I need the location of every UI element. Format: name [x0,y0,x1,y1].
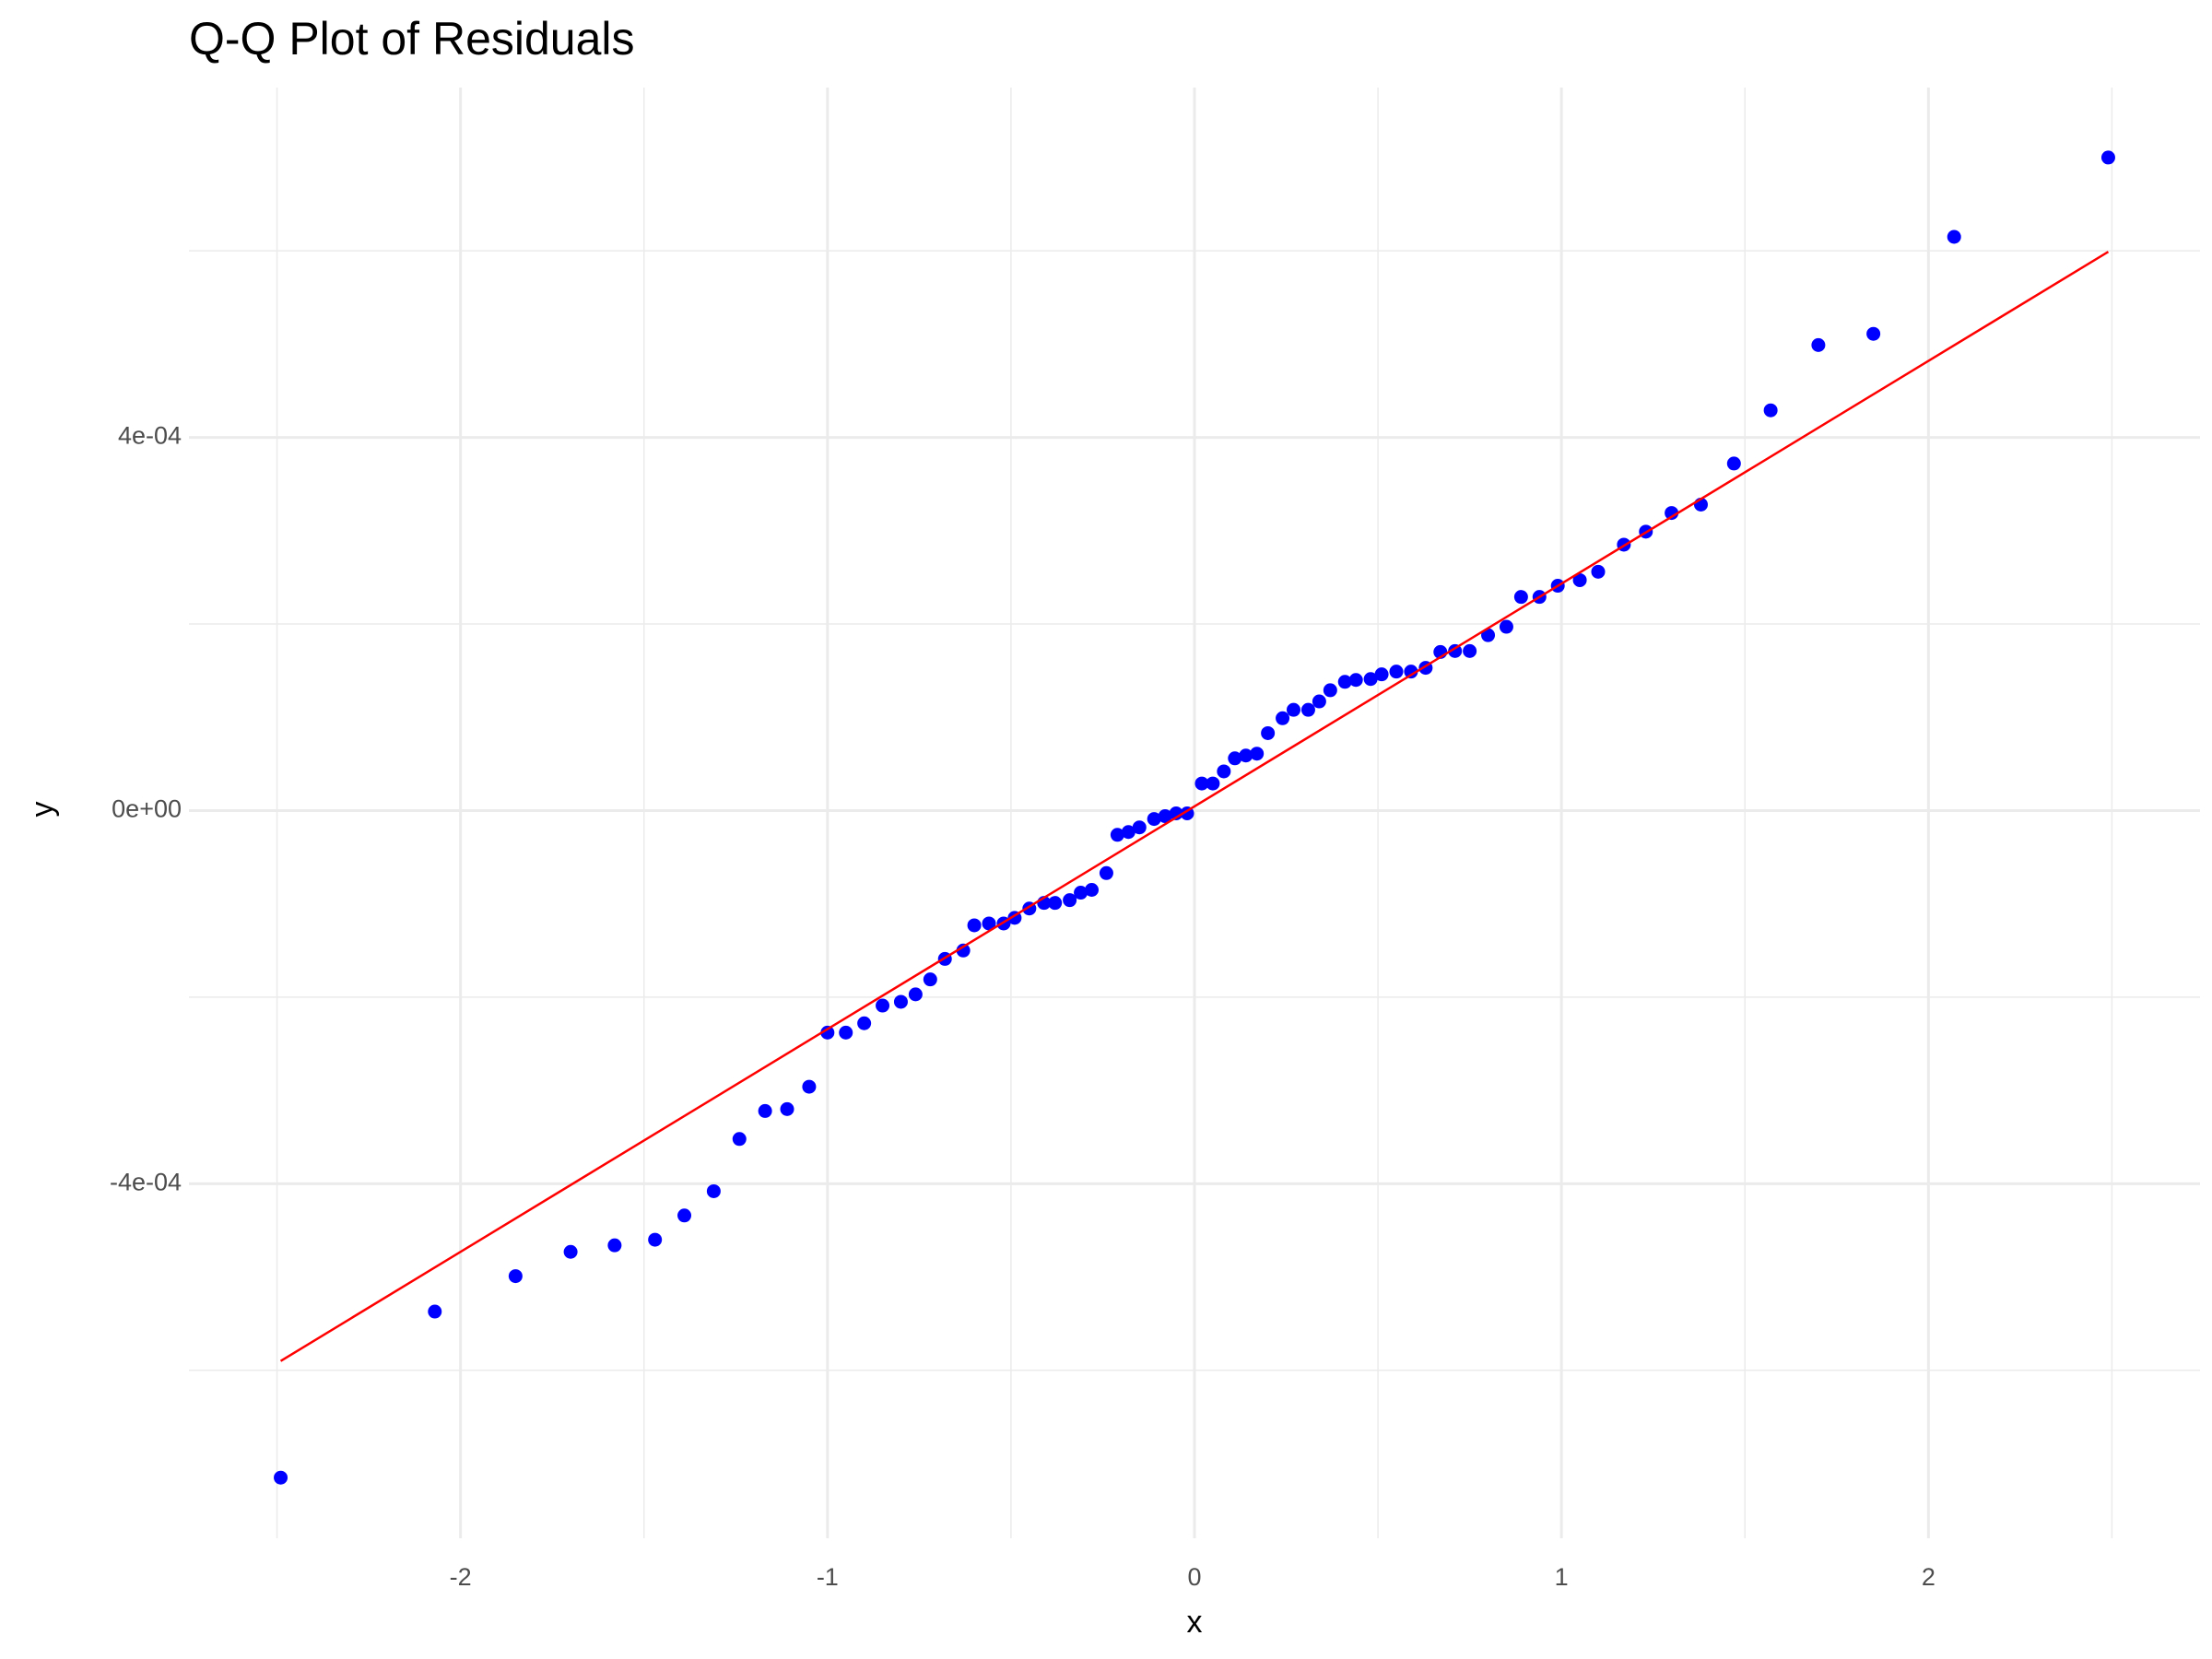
point [1337,675,1352,689]
x-tick-label: -2 [450,1563,472,1591]
point [274,1470,288,1485]
point [1300,702,1315,717]
reference-line [279,251,2110,1362]
point [857,1016,872,1030]
point [956,943,971,958]
point [1312,694,1326,709]
point [1363,672,1378,687]
point [706,1183,721,1198]
point [1121,825,1135,840]
point [1499,619,1513,634]
point [802,1079,817,1094]
point [1481,628,1496,642]
point [1085,883,1100,898]
point [1866,326,1881,341]
point [1206,776,1220,791]
point [1063,893,1077,908]
point [820,1025,835,1040]
point [1132,820,1147,835]
point [1276,711,1290,725]
point [1726,456,1741,471]
point [1763,403,1778,418]
point [1217,764,1231,779]
point [1665,506,1679,521]
point [1947,229,1961,244]
point [1572,572,1587,587]
point [1287,702,1301,717]
point [1228,751,1242,766]
point [2100,150,2115,165]
point [1239,748,1253,763]
point [508,1269,523,1284]
point [982,916,996,931]
point [1374,667,1389,682]
point [1074,886,1088,900]
point [893,994,908,1009]
point [428,1304,442,1319]
point [1389,665,1404,679]
point [1048,896,1063,911]
point [677,1208,692,1223]
point [1323,683,1337,698]
point [1448,643,1463,658]
y-tick-label: 4e-04 [118,422,182,450]
point [1158,809,1172,824]
y-axis-title: y [25,802,60,818]
x-tick-label: 0 [1187,1563,1201,1591]
point [1250,747,1265,761]
point [1110,828,1124,842]
point [1261,725,1276,740]
point [1147,812,1161,827]
point [758,1103,772,1118]
y-tick-label: 0e+00 [112,795,182,823]
x-tick-label: 2 [1922,1563,1936,1591]
point [1169,806,1183,821]
point [563,1244,578,1259]
point [1463,643,1477,658]
point [1099,865,1113,880]
x-axis-title: x [1187,1605,1203,1640]
point [1194,776,1209,791]
point [1513,590,1528,605]
point [1348,673,1363,688]
point [923,972,937,987]
point [607,1238,622,1253]
point [967,918,982,933]
point [1404,665,1418,679]
point [732,1132,747,1147]
x-tick-label: 1 [1555,1563,1569,1591]
point [1591,564,1606,579]
x-tick-label: -1 [817,1563,839,1591]
point [1811,337,1826,352]
y-tick-label: -4e-04 [110,1168,182,1195]
point [876,998,890,1013]
point [780,1101,794,1116]
point [648,1232,663,1247]
point [908,987,923,1002]
point [839,1025,853,1040]
chart-title: Q-Q Plot of Residuals [189,13,635,65]
